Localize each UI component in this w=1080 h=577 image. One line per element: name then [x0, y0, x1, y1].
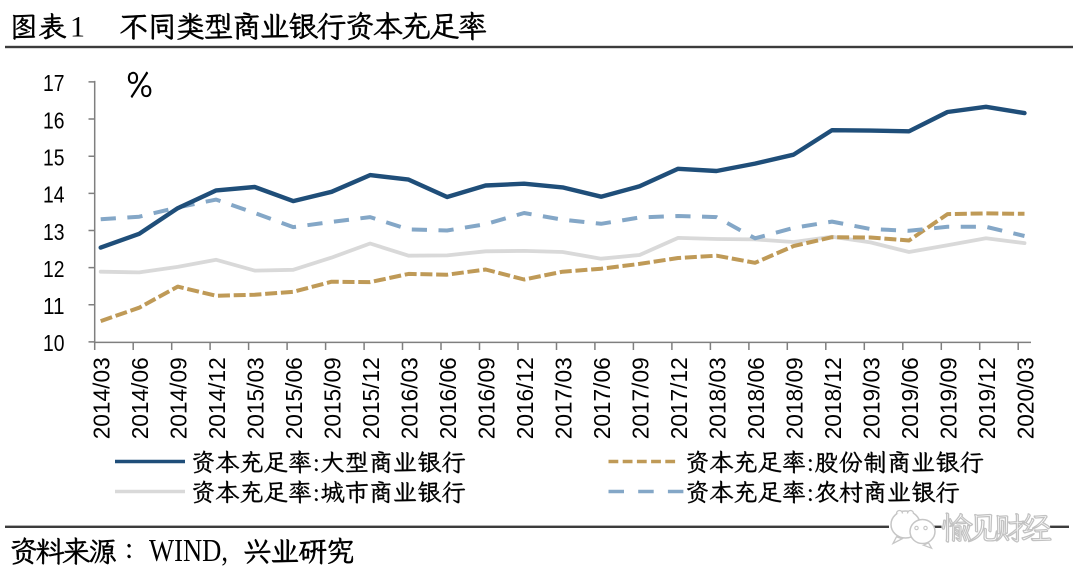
- svg-text:12: 12: [43, 256, 65, 282]
- svg-text:2017/06: 2017/06: [589, 357, 615, 439]
- svg-text:2018/09: 2018/09: [781, 357, 807, 439]
- svg-text:13: 13: [43, 219, 65, 245]
- svg-text:2015/09: 2015/09: [320, 357, 346, 439]
- svg-text:10: 10: [43, 330, 65, 356]
- svg-text:2018/12: 2018/12: [820, 357, 846, 439]
- svg-text:11: 11: [43, 293, 65, 319]
- svg-text:WIND,: WIND,: [149, 532, 228, 568]
- svg-text:2017/03: 2017/03: [551, 357, 577, 439]
- svg-text:16: 16: [43, 107, 65, 133]
- svg-text:2014/03: 2014/03: [89, 357, 115, 439]
- svg-text:2019/09: 2019/09: [935, 357, 961, 439]
- svg-text:2014/12: 2014/12: [204, 357, 230, 439]
- svg-text:2018/03: 2018/03: [704, 357, 730, 439]
- svg-text:15: 15: [43, 145, 65, 171]
- svg-text:2019/03: 2019/03: [858, 357, 884, 439]
- svg-text:2014/06: 2014/06: [127, 357, 153, 439]
- svg-text:2019/06: 2019/06: [897, 357, 923, 439]
- svg-text:2016/09: 2016/09: [474, 357, 500, 439]
- svg-text:2016/12: 2016/12: [512, 357, 538, 439]
- svg-text:2018/06: 2018/06: [743, 357, 769, 439]
- svg-text:17: 17: [43, 70, 65, 96]
- svg-text:2016/03: 2016/03: [397, 357, 423, 439]
- svg-text:2019/12: 2019/12: [974, 357, 1000, 439]
- svg-text:2015/12: 2015/12: [358, 357, 384, 439]
- svg-text:2015/06: 2015/06: [281, 357, 307, 439]
- svg-text:1: 1: [70, 11, 85, 44]
- svg-text:2020/03: 2020/03: [1012, 357, 1038, 439]
- svg-text:2016/06: 2016/06: [435, 357, 461, 439]
- svg-text:2017/12: 2017/12: [666, 357, 692, 439]
- svg-text:2014/09: 2014/09: [166, 357, 192, 439]
- svg-text:2015/03: 2015/03: [243, 357, 269, 439]
- svg-text:14: 14: [43, 182, 65, 208]
- svg-text:2017/09: 2017/09: [628, 357, 654, 439]
